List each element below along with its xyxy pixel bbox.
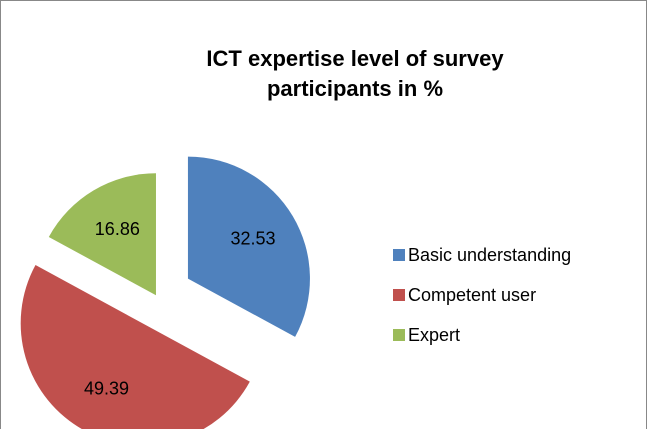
data-label: 16.86 [95,219,140,239]
pie-slice [48,173,156,296]
data-label: 49.39 [84,379,129,399]
data-label: 32.53 [230,229,275,249]
legend-swatch [393,249,405,261]
legend-swatch [393,289,405,301]
legend-label: Competent user [408,285,536,305]
legend-swatch [393,329,405,341]
chart-title: ICT expertise level of survey participan… [206,46,504,101]
legend-label: Basic understanding [408,245,571,265]
pie-slice [20,265,250,429]
legend-label: Expert [408,325,460,345]
pie-slice [187,156,310,337]
